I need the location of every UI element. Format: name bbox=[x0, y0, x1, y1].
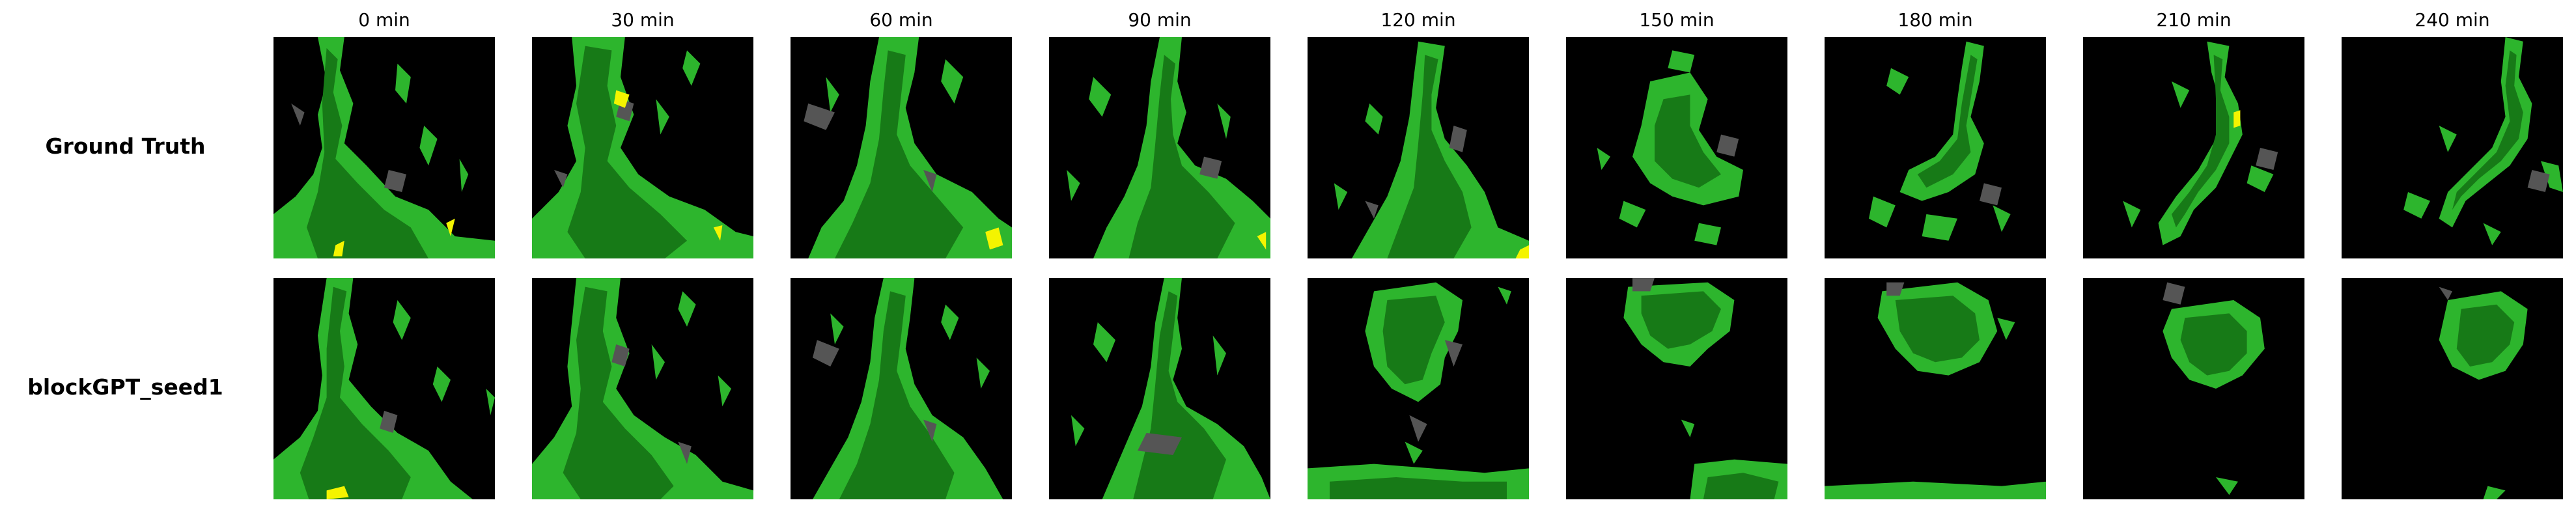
column-title-4: 120 min bbox=[1380, 9, 1456, 31]
pred-frame-30min bbox=[532, 278, 753, 499]
pred-frame-180min bbox=[1825, 278, 2046, 499]
column-title-8: 240 min bbox=[2415, 9, 2490, 31]
gt-frame-180min bbox=[1825, 37, 2046, 258]
gt-frame-120min bbox=[1308, 37, 1529, 258]
pred-frame-120min bbox=[1308, 278, 1529, 499]
column-title-3: 90 min bbox=[1128, 9, 1192, 31]
column-title-0: 0 min bbox=[358, 9, 410, 31]
pred-frame-90min bbox=[1049, 278, 1270, 499]
gt-frame-240min bbox=[2342, 37, 2563, 258]
gt-frame-150min bbox=[1566, 37, 1787, 258]
row-label-blockgpt-seed1: blockGPT_seed1 bbox=[27, 374, 223, 400]
gt-frame-210min bbox=[2083, 37, 2304, 258]
column-title-1: 30 min bbox=[611, 9, 675, 31]
gt-frame-30min bbox=[532, 37, 753, 258]
column-title-2: 60 min bbox=[869, 9, 933, 31]
column-title-6: 180 min bbox=[1897, 9, 1973, 31]
row-label-ground-truth: Ground Truth bbox=[45, 133, 206, 159]
gt-frame-0min bbox=[273, 37, 495, 258]
column-title-5: 150 min bbox=[1639, 9, 1715, 31]
pred-frame-150min bbox=[1566, 278, 1787, 499]
pred-frame-0min bbox=[273, 278, 495, 499]
pred-frame-60min bbox=[791, 278, 1012, 499]
pred-frame-210min bbox=[2083, 278, 2304, 499]
pred-frame-240min bbox=[2342, 278, 2563, 499]
column-title-7: 210 min bbox=[2156, 9, 2232, 31]
gt-frame-90min bbox=[1049, 37, 1270, 258]
gt-frame-60min bbox=[791, 37, 1012, 258]
